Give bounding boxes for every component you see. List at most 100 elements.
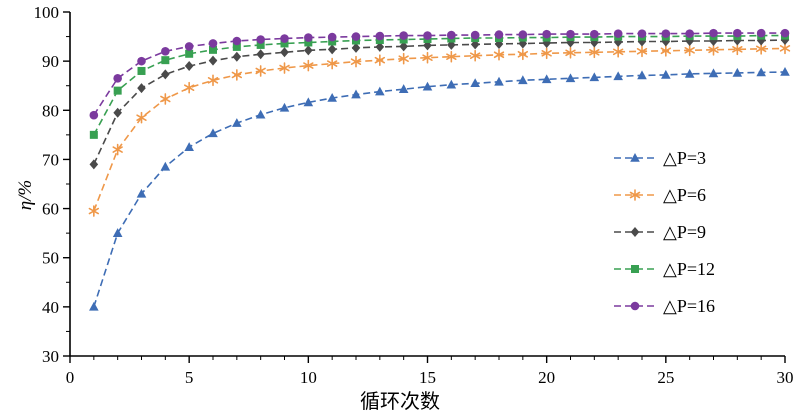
triangle-marker bbox=[780, 66, 790, 76]
legend-item: △P=9 bbox=[612, 220, 715, 244]
triangle-marker bbox=[470, 78, 480, 88]
diamond-marker bbox=[113, 107, 122, 118]
legend-item: △P=16 bbox=[612, 294, 715, 318]
asterisk-marker bbox=[541, 47, 552, 60]
triangle-marker bbox=[518, 75, 528, 85]
legend-label: △P=9 bbox=[663, 221, 707, 242]
y-axis-title: η/% bbox=[15, 179, 36, 211]
square-marker bbox=[631, 265, 639, 273]
asterisk-marker bbox=[255, 65, 266, 77]
diamond-marker bbox=[304, 45, 313, 56]
asterisk-marker bbox=[422, 51, 433, 64]
circle-marker bbox=[756, 28, 766, 38]
triangle-marker bbox=[208, 128, 218, 138]
asterisk-marker bbox=[589, 46, 600, 59]
asterisk-marker bbox=[183, 81, 195, 94]
legend-key bbox=[614, 153, 656, 162]
triangle-marker bbox=[232, 118, 242, 127]
asterisk-marker bbox=[779, 42, 791, 55]
asterisk-marker bbox=[708, 44, 719, 56]
x-tick-label: 20 bbox=[538, 368, 555, 387]
circle-marker bbox=[566, 29, 575, 39]
circle-marker bbox=[280, 34, 289, 43]
triangle-marker bbox=[661, 69, 671, 79]
diamond-marker bbox=[630, 227, 640, 237]
circle-marker bbox=[613, 29, 623, 38]
asterisk-marker bbox=[469, 49, 481, 62]
triangle-marker bbox=[255, 109, 266, 119]
legend-item: △P=3 bbox=[612, 146, 715, 170]
triangle-marker bbox=[279, 102, 290, 112]
circle-marker bbox=[375, 31, 385, 41]
triangle-marker bbox=[375, 86, 385, 96]
legend-item: △P=6 bbox=[612, 183, 715, 207]
legend-label: △P=12 bbox=[663, 258, 716, 279]
circle-marker bbox=[399, 31, 408, 40]
diamond-marker bbox=[89, 159, 99, 170]
y-tick-label: 30 bbox=[42, 347, 59, 366]
y-tick-label: 60 bbox=[42, 200, 59, 219]
triangle-marker bbox=[327, 93, 337, 102]
x-axis-title: 循环次数 bbox=[360, 391, 440, 413]
circle-marker bbox=[304, 33, 313, 42]
circle-marker bbox=[494, 30, 504, 39]
diamond-marker bbox=[709, 35, 718, 46]
asterisk-marker bbox=[684, 44, 695, 57]
triangle-marker bbox=[136, 188, 147, 198]
triangle-marker bbox=[630, 153, 640, 162]
y-tick-label: 100 bbox=[34, 3, 60, 22]
legend-label: △P=3 bbox=[663, 147, 707, 168]
square-marker bbox=[89, 130, 98, 139]
diamond-marker bbox=[327, 44, 337, 55]
triangle-marker bbox=[637, 70, 647, 80]
circle-marker bbox=[327, 32, 337, 42]
square-marker bbox=[304, 38, 313, 47]
x-tick-label: 5 bbox=[185, 368, 194, 387]
asterisk-marker bbox=[612, 46, 624, 58]
circle-marker bbox=[351, 32, 361, 41]
asterisk-marker bbox=[303, 59, 314, 72]
diamond-marker bbox=[351, 42, 361, 53]
diamond-marker bbox=[780, 35, 790, 46]
asterisk-marker bbox=[88, 205, 100, 217]
y-tick-label: 90 bbox=[42, 52, 59, 71]
series-△P=3 bbox=[89, 66, 790, 311]
y-tick-label: 40 bbox=[42, 298, 59, 317]
square-marker bbox=[137, 66, 146, 75]
square-marker bbox=[209, 45, 217, 54]
square-marker bbox=[232, 42, 241, 51]
triangle-marker bbox=[446, 79, 457, 89]
triangle-marker bbox=[613, 71, 623, 81]
asterisk-marker bbox=[446, 50, 457, 63]
triangle-marker bbox=[756, 67, 766, 77]
triangle-marker bbox=[422, 81, 433, 91]
legend-key bbox=[614, 227, 656, 237]
circle-marker bbox=[590, 29, 599, 39]
square-marker bbox=[113, 86, 122, 95]
y-tick-label: 70 bbox=[42, 150, 59, 169]
x-tick-label: 10 bbox=[300, 368, 317, 387]
asterisk-marker bbox=[755, 43, 767, 55]
diamond-marker bbox=[232, 51, 242, 62]
square-marker bbox=[328, 37, 337, 46]
triangle-marker bbox=[708, 68, 719, 78]
diamond-marker bbox=[375, 41, 385, 52]
circle-marker bbox=[637, 29, 647, 38]
asterisk-marker bbox=[517, 48, 529, 61]
asterisk-marker bbox=[326, 57, 338, 70]
asterisk-marker bbox=[660, 45, 672, 57]
circle-marker bbox=[113, 74, 122, 83]
asterisk-marker bbox=[636, 45, 648, 58]
circle-marker bbox=[542, 29, 551, 39]
diamond-marker bbox=[137, 83, 146, 94]
asterisk-marker bbox=[565, 46, 576, 59]
diamond-marker bbox=[256, 49, 265, 60]
triangle-marker bbox=[589, 72, 600, 82]
circle-marker bbox=[423, 31, 432, 40]
legend-label: △P=16 bbox=[663, 295, 716, 316]
series-△P=16 bbox=[89, 28, 790, 120]
legend-key bbox=[614, 189, 656, 201]
diamond-marker bbox=[161, 69, 170, 80]
